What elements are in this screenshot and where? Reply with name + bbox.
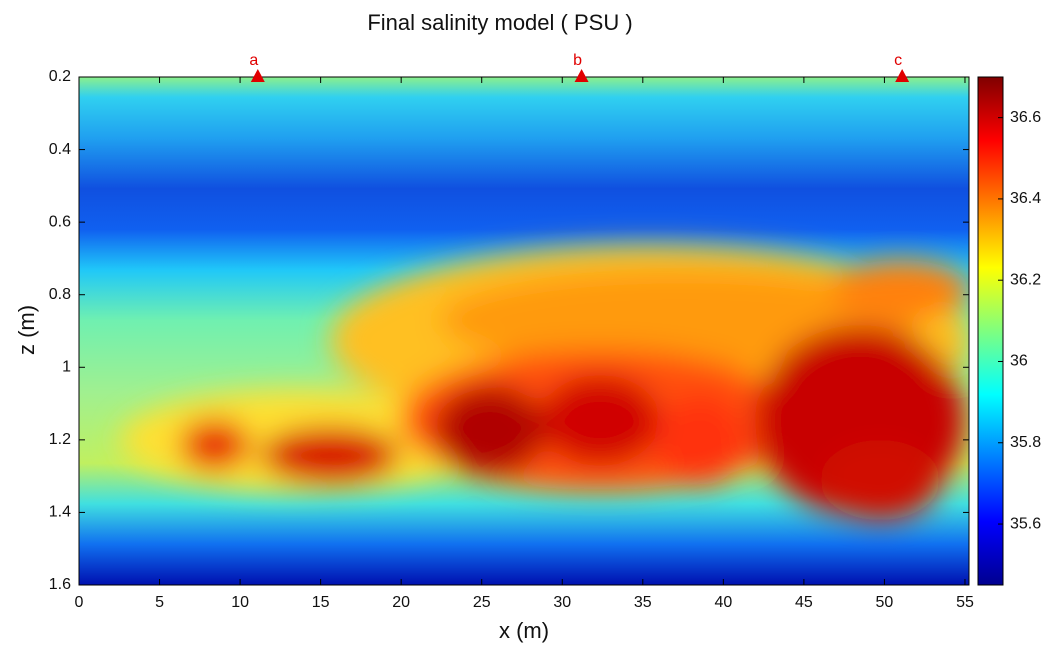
- colorbar-tick-label: 36.6: [1010, 109, 1041, 126]
- station-label: b: [573, 52, 582, 69]
- salinity-field: [79, 77, 969, 585]
- y-tick-label: 1: [62, 359, 71, 376]
- y-tick-label: 1.2: [49, 431, 71, 448]
- x-tick-label: 35: [634, 594, 652, 611]
- station-marker: [250, 69, 265, 82]
- y-tick-label: 0.6: [49, 213, 71, 230]
- x-tick-label: 10: [231, 594, 249, 611]
- x-tick-label: 55: [956, 594, 974, 611]
- x-tick-label: 45: [795, 594, 813, 611]
- plot-frame: [78, 76, 970, 586]
- x-tick-label: 30: [553, 594, 571, 611]
- chart-title: Final salinity model ( PSU ): [367, 10, 632, 35]
- y-tick-label: 1.6: [49, 576, 71, 593]
- station-marker: [895, 69, 910, 82]
- x-axis-label: x (m): [499, 618, 549, 643]
- y-tick-label: 0.2: [49, 68, 71, 85]
- x-tick-label: 25: [473, 594, 491, 611]
- y-tick-label: 0.4: [49, 141, 71, 158]
- colorbar-tick-label: 36.2: [1010, 271, 1041, 288]
- y-tick-label: 1.4: [49, 504, 71, 521]
- y-axis-label: z (m): [14, 305, 39, 355]
- station-label: c: [894, 52, 902, 69]
- station-marker: [574, 69, 589, 82]
- colorbar-tick-label: 35.8: [1010, 434, 1041, 451]
- colorbar-tick-label: 36.4: [1010, 190, 1041, 207]
- x-tick-label: 50: [876, 594, 894, 611]
- x-tick-label: 40: [714, 594, 732, 611]
- colorbar: [977, 76, 1004, 586]
- colorbar-tick-label: 36: [1010, 353, 1028, 370]
- x-tick-label: 0: [75, 594, 84, 611]
- station-label: a: [249, 52, 258, 69]
- y-tick-label: 0.8: [49, 286, 71, 303]
- x-tick-label: 5: [155, 594, 164, 611]
- x-tick-label: 15: [312, 594, 330, 611]
- colorbar-tick-label: 35.6: [1010, 515, 1041, 532]
- x-tick-label: 20: [392, 594, 410, 611]
